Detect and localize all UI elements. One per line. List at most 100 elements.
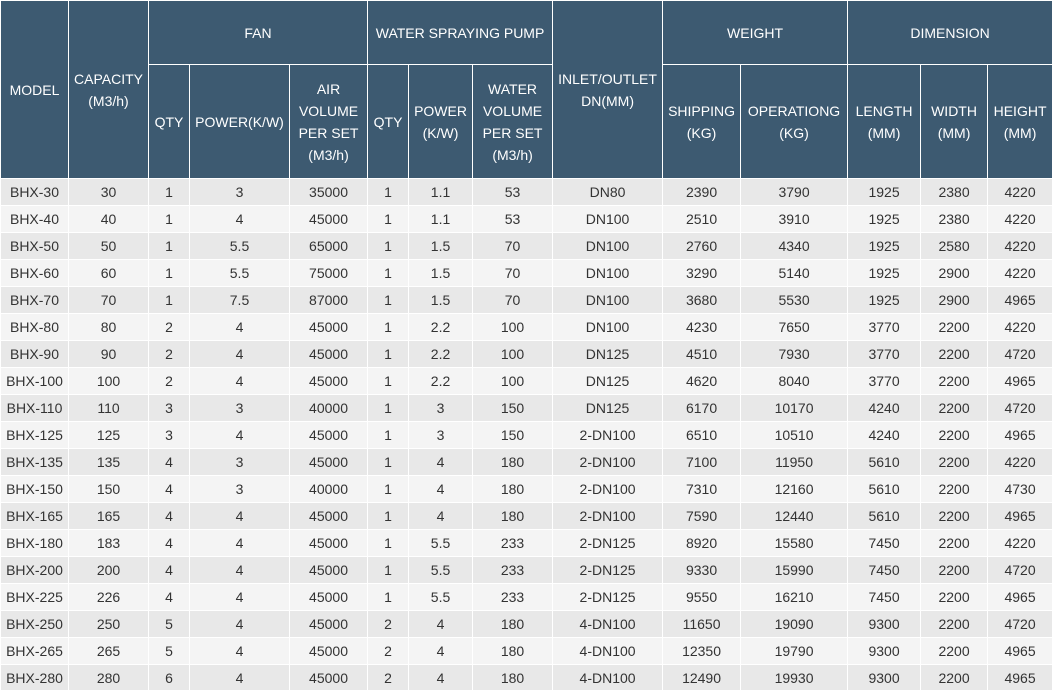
table-cell: 2200 xyxy=(920,448,989,476)
group-header: MODEL xyxy=(0,0,69,179)
table-cell: 4 xyxy=(408,475,474,503)
column-header: QTY xyxy=(367,64,410,179)
table-cell: BHX-30 xyxy=(0,178,69,206)
table-cell: 4220 xyxy=(987,259,1052,287)
table-cell: 1 xyxy=(148,286,190,314)
table-cell: 40000 xyxy=(288,475,369,503)
table-cell: 4 xyxy=(189,556,290,584)
table-cell: 4 xyxy=(189,421,290,449)
table-cell: 4 xyxy=(148,583,190,611)
table-cell: 4 xyxy=(408,448,474,476)
table-cell: 2200 xyxy=(920,583,989,611)
table-cell: 2200 xyxy=(920,367,989,395)
table-cell: 2390 xyxy=(662,178,742,206)
table-cell: 5 xyxy=(148,610,190,638)
table-cell: 183 xyxy=(68,529,149,557)
table-cell: BHX-80 xyxy=(0,313,69,341)
table-cell: 8920 xyxy=(662,529,742,557)
table-row: BHX-250 250 5 4 45000 2 4 180 4-DN100 11650 19090 9… xyxy=(0,610,1052,638)
table-cell: 70 xyxy=(68,286,149,314)
table-cell: 90 xyxy=(68,340,149,368)
table-cell: 2760 xyxy=(662,232,742,260)
table-cell: 2380 xyxy=(920,205,989,233)
table-cell: 4220 xyxy=(987,205,1052,233)
table-cell: 180 xyxy=(472,502,554,530)
table-cell: 4 xyxy=(189,367,290,395)
table-cell: 7450 xyxy=(847,556,922,584)
table-cell: 1 xyxy=(367,232,410,260)
table-cell: 150 xyxy=(472,394,554,422)
table-cell: 4220 xyxy=(987,313,1052,341)
table-cell: 10510 xyxy=(740,421,849,449)
column-header: OPERATIONG (KG) xyxy=(740,64,849,179)
table-cell: 45000 xyxy=(288,340,369,368)
table-cell: 19790 xyxy=(740,637,849,665)
table-row: BHX-225 226 4 4 45000 1 5.5 233 2-DN125 9550 16210… xyxy=(0,583,1052,611)
table-cell: 75000 xyxy=(288,259,369,287)
table-cell: 7450 xyxy=(847,529,922,557)
table-header: MODEL CAPACITY (M3/h) FAN WATER SPRAYING PU… xyxy=(0,0,1052,179)
table-cell: 100 xyxy=(472,367,554,395)
table-cell: BHX-250 xyxy=(0,610,69,638)
table-cell: 1 xyxy=(148,232,190,260)
table-cell: 3790 xyxy=(740,178,849,206)
table-cell: 2-DN100 xyxy=(552,421,664,449)
table-cell: 2-DN125 xyxy=(552,556,664,584)
table-cell: 7310 xyxy=(662,475,742,503)
table-cell: 2-DN100 xyxy=(552,502,664,530)
group-header: INLET/OUTLET DN(MM) xyxy=(552,0,664,179)
table-cell: 3 xyxy=(189,394,290,422)
table-cell: 2900 xyxy=(920,286,989,314)
table-cell: 6170 xyxy=(662,394,742,422)
table-cell: BHX-125 xyxy=(0,421,69,449)
table-cell: 1925 xyxy=(847,232,922,260)
table-cell: 1925 xyxy=(847,286,922,314)
table-cell: 45000 xyxy=(288,205,369,233)
table-cell: 4 xyxy=(148,529,190,557)
table-cell: 1 xyxy=(367,313,410,341)
table-cell: 1 xyxy=(367,205,410,233)
table-cell: BHX-280 xyxy=(0,664,69,690)
table-cell: 5.5 xyxy=(189,259,290,287)
table-cell: 2 xyxy=(148,340,190,368)
table-cell: 3770 xyxy=(847,340,922,368)
table-cell: 2200 xyxy=(920,340,989,368)
table-cell: 233 xyxy=(472,529,554,557)
table-cell: 5610 xyxy=(847,502,922,530)
table-cell: 53 xyxy=(472,205,554,233)
table-cell: 4965 xyxy=(987,367,1052,395)
table-row: BHX-280 280 6 4 45000 2 4 180 4-DN100 12490 19930 9… xyxy=(0,664,1052,690)
table-row: BHX-80 80 2 4 45000 1 2.2 100 DN100 4230 7650 3770 2… xyxy=(0,313,1052,341)
table-cell: 5.5 xyxy=(408,529,474,557)
table-cell: 5.5 xyxy=(189,232,290,260)
table-cell: 1 xyxy=(367,448,410,476)
table-cell: 150 xyxy=(472,421,554,449)
table-cell: BHX-225 xyxy=(0,583,69,611)
table-cell: 200 xyxy=(68,556,149,584)
column-header: POWER (K/W) xyxy=(408,64,474,179)
table-row: BHX-165 165 4 4 45000 1 4 180 2-DN100 7590 12440 56… xyxy=(0,502,1052,530)
table-cell: 4230 xyxy=(662,313,742,341)
table-cell: 1.5 xyxy=(408,259,474,287)
table-cell: 4720 xyxy=(987,340,1052,368)
table-cell: 9550 xyxy=(662,583,742,611)
table-cell: 135 xyxy=(68,448,149,476)
table-cell: 4 xyxy=(408,502,474,530)
table-cell: BHX-90 xyxy=(0,340,69,368)
table-cell: 4965 xyxy=(987,421,1052,449)
table-cell: DN100 xyxy=(552,286,664,314)
table-cell: 4 xyxy=(148,448,190,476)
table-row: BHX-70 70 1 7.5 87000 1 1.5 70 DN100 3680 5530 1925… xyxy=(0,286,1052,314)
table-row: BHX-135 135 4 3 45000 1 4 180 2-DN100 7100 11950 56… xyxy=(0,448,1052,476)
column-header: HEIGHT (MM) xyxy=(987,64,1052,179)
table-cell: 280 xyxy=(68,664,149,690)
table-cell: DN100 xyxy=(552,259,664,287)
table-cell: 4965 xyxy=(987,664,1052,690)
table-cell: 3770 xyxy=(847,367,922,395)
table-cell: 2200 xyxy=(920,313,989,341)
table-cell: DN80 xyxy=(552,178,664,206)
table-cell: 4 xyxy=(189,529,290,557)
